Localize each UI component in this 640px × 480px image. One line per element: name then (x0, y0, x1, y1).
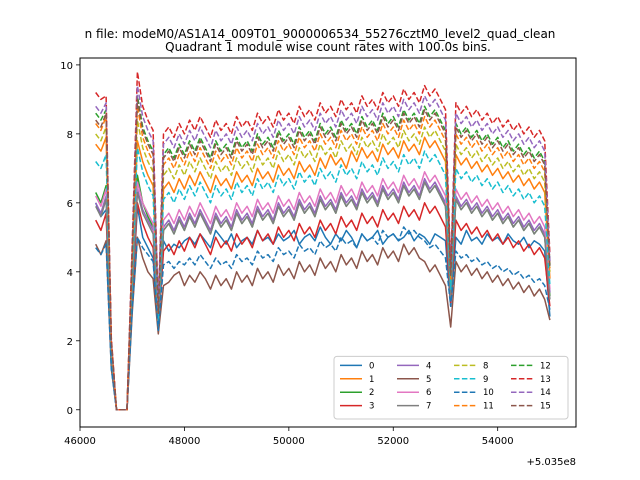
series-line-7 (95, 181, 551, 411)
x-axis-ticks: 46000 48000 50000 52000 54000 (64, 427, 514, 447)
series-line-9 (95, 146, 551, 411)
x-tick-label: 54000 (482, 436, 514, 447)
chart-suptitle: n file: modeM0/AS1A14_009T01_9000006534_… (85, 27, 556, 41)
legend-label-5: 5 (426, 375, 431, 385)
series-line-6 (95, 171, 551, 411)
y-tick-label: 2 (67, 337, 73, 348)
x-tick-label: 52000 (377, 436, 409, 447)
legend-label-1: 1 (369, 375, 374, 385)
y-tick-label: 10 (60, 61, 73, 72)
x-tick-label: 46000 (64, 436, 96, 447)
y-tick-label: 0 (67, 406, 73, 417)
y-tick-label: 8 (67, 130, 73, 141)
series-line-5 (95, 236, 551, 411)
axes-frame (79, 57, 577, 428)
legend-box (333, 355, 569, 420)
legend-label-6: 6 (426, 388, 431, 398)
series-line-15 (95, 98, 551, 411)
series-line-12 (95, 95, 551, 411)
y-axis-ticks: 0 2 4 6 8 10 (60, 61, 80, 417)
y-tick-label: 6 (67, 199, 73, 210)
legend-label-7: 7 (426, 402, 431, 412)
series-line-11 (95, 105, 551, 411)
series-line-13 (95, 71, 551, 411)
legend-label-15: 15 (540, 402, 551, 412)
series-line-0 (94, 202, 551, 411)
y-tick-label: 4 (67, 268, 73, 279)
plot-lines (94, 71, 551, 411)
legend-label-9: 9 (483, 375, 488, 385)
legend-label-10: 10 (483, 388, 494, 398)
legend-label-2: 2 (369, 388, 374, 398)
series-line-10 (95, 226, 551, 411)
x-offset-label: +5.035e8 (526, 457, 576, 468)
legend-label-3: 3 (369, 402, 374, 412)
x-tick-label: 48000 (169, 436, 201, 447)
x-tick-label: 50000 (273, 436, 305, 447)
series-line-3 (95, 202, 551, 411)
series-line-1 (95, 136, 551, 411)
series-line-8 (95, 119, 551, 411)
series-line-14 (95, 84, 551, 411)
chart-title: Quadrant 1 module wise count rates with … (165, 40, 491, 54)
legend-label-4: 4 (426, 361, 431, 371)
legend-label-11: 11 (483, 402, 494, 412)
legend-label-13: 13 (540, 375, 551, 385)
legend-label-14: 14 (540, 388, 551, 398)
series-line-4 (95, 177, 551, 411)
legend-label-0: 0 (369, 361, 374, 371)
legend-label-12: 12 (540, 361, 551, 371)
legend-label-8: 8 (483, 361, 488, 371)
